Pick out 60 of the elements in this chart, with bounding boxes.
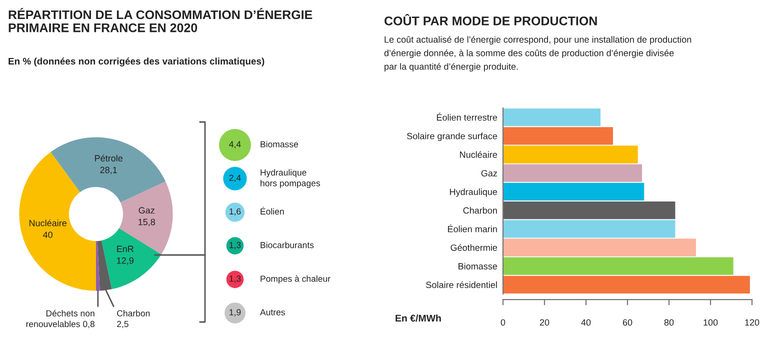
bar — [503, 220, 676, 238]
donut-slice — [96, 241, 100, 291]
y-tick-label: Éolien marin — [448, 224, 497, 232]
category-label: Autres — [260, 309, 285, 316]
x-tick-label: 0 — [500, 319, 506, 326]
chart-title: COÛT PAR MODE DE PRODUCTION — [384, 14, 597, 26]
x-tick-label: 100 — [704, 319, 718, 326]
y-tick-label: Nucléaire — [460, 151, 498, 158]
y-tick-label: Hydraulique — [450, 188, 498, 197]
bar — [503, 276, 750, 294]
x-tick-label: 20 — [540, 319, 550, 326]
bar — [503, 164, 642, 182]
bar — [503, 127, 613, 145]
slice-label: Déchets non renouvelables 0,8 — [26, 310, 94, 328]
chart-subtitle: En % (données non corrigées des variations climatiques) — [8, 58, 264, 66]
chart-title: RÉPARTITION DE LA CONSOMMATION D’ÉNERGIE PRIMAIRE EN FRANCE EN 2020 — [8, 8, 312, 32]
category-label: Biomasse — [260, 140, 298, 148]
data-label: 1,3 — [230, 276, 241, 283]
y-tick-label: Gaz — [481, 170, 497, 176]
donut-slice — [119, 181, 173, 254]
bar — [503, 146, 638, 164]
category-label: Hydraulique hors pompages — [260, 169, 320, 188]
bar — [503, 257, 734, 275]
chart-subtitle: Le coût actualisé de l’énergie correspond, pour une installation de production d’énergie donnée, à la somme des coûts de production d’énergie divisée par la quantité d’énergie produite. — [384, 36, 692, 72]
data-label: 2,4 — [229, 174, 241, 182]
bar — [503, 182, 644, 201]
data-label: 28,1 — [100, 166, 117, 174]
category-label: Éolien — [260, 206, 284, 215]
donut-slice — [19, 152, 96, 291]
data-label: 4,4 — [229, 141, 241, 148]
x-tick-label: 80 — [664, 319, 674, 326]
slice-label: Pétrole — [95, 154, 122, 162]
y-tick-label: Solaire grande surface — [407, 132, 498, 142]
donut-slice — [102, 228, 162, 290]
data-label: 40 — [43, 232, 52, 238]
y-tick-label: Éolien terrestre — [436, 112, 498, 121]
data-label: 15,8 — [138, 218, 155, 226]
donut-slice — [50, 137, 166, 203]
x-tick-label: 120 — [745, 319, 760, 326]
data-label: 1,9 — [230, 309, 241, 316]
y-tick-label: Géothermie — [450, 244, 498, 251]
data-label: 12,9 — [117, 257, 134, 265]
data-label: 1,3 — [230, 242, 241, 250]
slice-label: Gaz — [138, 207, 154, 214]
category-label: Pompes à chaleur — [260, 275, 330, 284]
y-tick-label: Charbon — [463, 207, 497, 214]
x-axis-title: En €/MWh — [396, 314, 441, 322]
bar — [503, 108, 601, 126]
slice-label: EnR — [117, 246, 134, 252]
slice-label: Charbon — [117, 310, 150, 316]
data-label: 2,5 — [117, 320, 128, 328]
category-label: Biocarburants — [260, 242, 314, 248]
x-tick-label: 40 — [581, 319, 591, 326]
data-label: 1,6 — [230, 208, 241, 216]
y-tick-label: Solaire résidentiel — [426, 281, 497, 288]
y-tick-label: Biomasse — [458, 262, 498, 270]
bar — [503, 201, 676, 220]
slice-label: Nucléaire — [29, 220, 66, 226]
bar — [503, 238, 696, 256]
x-tick-label: 60 — [622, 319, 632, 326]
